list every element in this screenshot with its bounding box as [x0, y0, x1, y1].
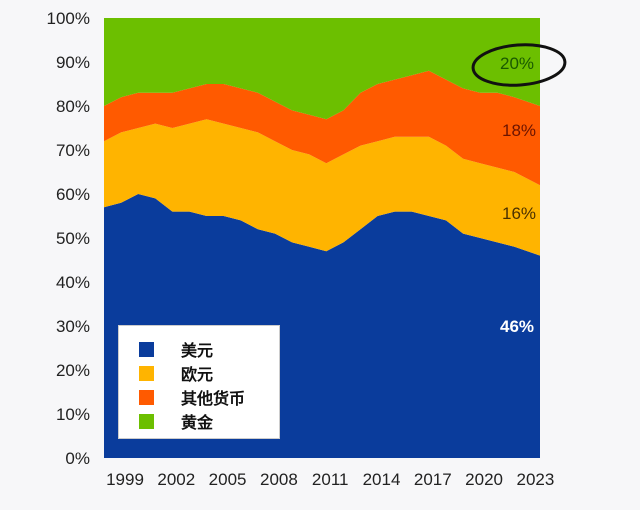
x-tick-label: 2023: [516, 470, 554, 489]
legend-item: 美元: [139, 338, 213, 360]
y-tick-label: 40%: [56, 273, 90, 292]
y-tick-label: 100%: [47, 9, 90, 28]
legend-label: 其他货币: [181, 389, 246, 408]
y-tick-label: 20%: [56, 361, 90, 380]
legend-label: 黄金: [181, 413, 214, 432]
legend-swatch-other: [139, 389, 154, 405]
y-tick-label: 70%: [56, 141, 90, 160]
legend-item: 其他货币: [139, 386, 245, 408]
x-tick-label: 1999: [106, 470, 144, 489]
annotation-usd: 46%: [500, 317, 535, 336]
y-tick-label: 0%: [65, 449, 90, 468]
x-tick-label: 2011: [312, 470, 349, 489]
x-tick-label: 2020: [465, 470, 503, 489]
x-tick-label: 2008: [260, 470, 298, 489]
x-tick-label: 2002: [157, 470, 195, 489]
y-tick-label: 80%: [56, 97, 90, 116]
legend: 美元 欧元 其他货币 黄金: [118, 325, 280, 439]
area-series-1: [104, 119, 540, 256]
x-tick-label: 2017: [414, 470, 452, 489]
area-series-2: [104, 70, 540, 186]
y-tick-label: 90%: [56, 53, 90, 72]
y-tick-label: 10%: [56, 405, 90, 424]
area-series-3: [104, 18, 540, 120]
legend-item: 黄金: [139, 410, 213, 432]
legend-swatch-usd: [139, 341, 154, 357]
y-tick-label: 50%: [56, 229, 90, 248]
annotation-gold: 20%: [500, 54, 535, 73]
legend-label: 美元: [181, 341, 214, 360]
y-tick-label: 30%: [56, 317, 90, 336]
legend-label: 欧元: [181, 365, 214, 384]
x-tick-label: 2014: [363, 470, 401, 489]
y-tick-label: 60%: [56, 185, 90, 204]
annotation-other: 18%: [502, 121, 537, 140]
highlight-circle: [471, 43, 567, 87]
legend-swatch-gold: [139, 413, 154, 429]
legend-swatch-eur: [139, 365, 154, 381]
legend-item: 欧元: [139, 362, 213, 384]
annotation-eur: 16%: [502, 204, 537, 223]
x-tick-label: 2005: [209, 470, 247, 489]
